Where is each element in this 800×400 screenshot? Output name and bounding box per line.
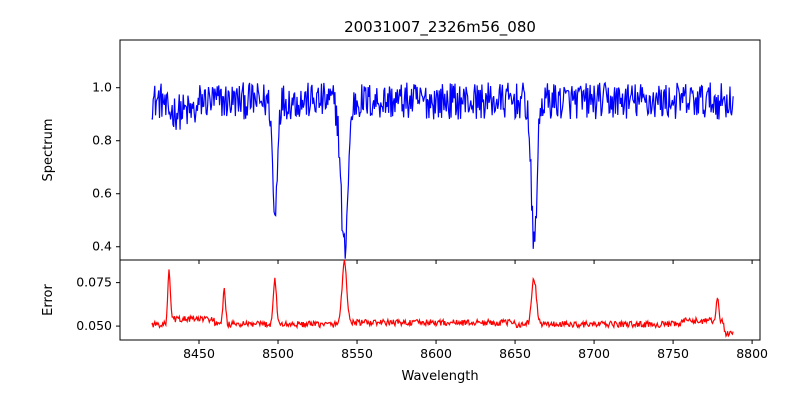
error-series-line [151, 259, 734, 338]
spectrum-x-ticks [198, 260, 753, 264]
figure-title: 20031007_2326m56_080 [344, 18, 536, 37]
spectrum-axes-frame [119, 39, 761, 261]
error-x-tick-label: 8550 [341, 346, 373, 361]
error-x-tick-label: 8500 [262, 346, 294, 361]
spectrum-y-ticks: 0.4 0.6 0.8 1.0 [92, 80, 120, 254]
spectrum-y-label: Spectrum [41, 119, 56, 182]
error-y-label: Error [41, 284, 56, 316]
error-x-tick-label: 8650 [499, 346, 531, 361]
spectrum-y-tick-label: 0.8 [92, 133, 112, 148]
spectrum-y-tick-label: 0.4 [92, 239, 112, 254]
error-x-ticks: 8450 8500 8550 8600 8650 8700 8750 8800 [183, 340, 768, 361]
spectrum-y-tick-label: 1.0 [92, 80, 112, 95]
error-x-tick-label: 8450 [183, 346, 215, 361]
error-y-tick-label: 0.050 [76, 318, 112, 333]
x-axis-label: Wavelength [401, 369, 478, 384]
error-axes-frame [119, 259, 761, 341]
spectrum-series-line [151, 81, 734, 259]
spectrum-y-tick-label: 0.6 [92, 186, 112, 201]
error-x-tick-label: 8600 [420, 346, 452, 361]
spectrum-panel: 0.4 0.6 0.8 1.0 Spectrum [41, 39, 761, 264]
error-x-tick-label: 8800 [736, 346, 768, 361]
error-x-tick-label: 8750 [657, 346, 689, 361]
error-y-ticks: 0.050 0.075 [76, 275, 120, 333]
error-y-tick-label: 0.075 [76, 275, 112, 290]
error-x-tick-label: 8700 [578, 346, 610, 361]
